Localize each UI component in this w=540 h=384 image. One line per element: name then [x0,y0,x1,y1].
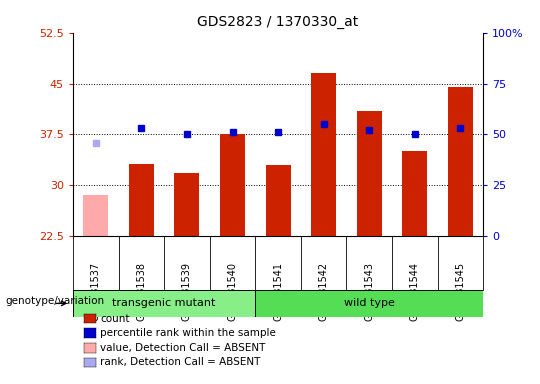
Text: rank, Detection Call = ABSENT: rank, Detection Call = ABSENT [100,358,260,367]
Bar [402,151,428,236]
Bar [129,164,154,236]
Bar [448,87,473,236]
Text: GSM181544: GSM181544 [410,262,420,321]
Text: GSM181538: GSM181538 [136,262,146,321]
Bar [357,111,382,236]
Text: value, Detection Call = ABSENT: value, Detection Call = ABSENT [100,343,265,353]
Text: GSM181541: GSM181541 [273,262,283,321]
Text: percentile rank within the sample: percentile rank within the sample [100,328,276,338]
Bar [73,290,255,317]
Bar [255,290,483,317]
Text: GSM181542: GSM181542 [319,262,329,321]
Bar [220,134,245,236]
Text: transgenic mutant: transgenic mutant [112,298,216,308]
Text: GSM181537: GSM181537 [91,262,100,321]
Text: GSM181545: GSM181545 [456,262,465,321]
Bar [311,73,336,236]
Text: count: count [100,314,130,324]
Bar [174,173,199,236]
Bar [83,195,108,236]
Text: genotype/variation: genotype/variation [5,296,105,306]
Bar [266,165,291,236]
Text: GSM181543: GSM181543 [364,262,374,321]
Text: GSM181539: GSM181539 [182,262,192,321]
Title: GDS2823 / 1370330_at: GDS2823 / 1370330_at [198,15,359,29]
Text: GSM181540: GSM181540 [227,262,238,321]
Text: wild type: wild type [344,298,395,308]
